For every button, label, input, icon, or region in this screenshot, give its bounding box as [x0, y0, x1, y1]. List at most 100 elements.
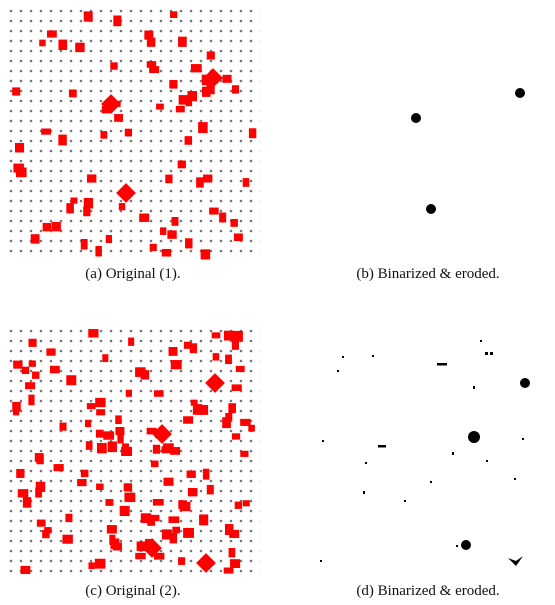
speck	[456, 545, 458, 547]
red-blob	[185, 238, 192, 248]
red-blob	[88, 562, 94, 569]
red-blob	[88, 329, 98, 337]
blob	[468, 431, 480, 443]
red-blob	[170, 533, 177, 544]
red-blob	[199, 514, 208, 525]
caption: (b) Binarized & eroded.	[298, 266, 555, 283]
speck	[372, 355, 374, 357]
red-blob	[169, 80, 177, 89]
red-blob	[41, 128, 51, 134]
red-blob	[29, 360, 36, 366]
red-blob	[179, 95, 189, 105]
red-blob	[66, 203, 74, 213]
red-blob	[168, 516, 179, 523]
red-blob	[120, 506, 130, 516]
red-blob	[87, 403, 96, 409]
red-blob	[102, 354, 108, 362]
red-blob	[44, 527, 51, 533]
red-blob	[203, 469, 210, 480]
red-blob	[229, 530, 239, 538]
speck	[437, 363, 447, 366]
red-blob	[202, 87, 211, 97]
red-blob	[87, 174, 96, 182]
red-blob	[31, 234, 40, 243]
red-blob	[169, 347, 178, 356]
red-blob	[229, 548, 236, 557]
red-blob	[207, 51, 215, 59]
speck	[452, 452, 454, 455]
blob	[508, 556, 523, 566]
red-blob	[153, 445, 160, 454]
red-blob	[139, 214, 149, 222]
red-blob	[249, 128, 256, 138]
red-blob	[178, 160, 186, 168]
red-blob	[236, 366, 245, 372]
red-blob	[243, 500, 250, 506]
red-blob	[62, 535, 72, 544]
red-blob	[128, 338, 134, 346]
red-blob	[105, 499, 113, 506]
speck	[514, 478, 516, 480]
red-blob	[103, 431, 114, 439]
red-blob	[58, 40, 67, 50]
red-blob	[213, 353, 220, 360]
red-blob	[37, 520, 46, 527]
red-blob	[219, 213, 226, 223]
speck	[404, 500, 406, 502]
red-blob	[23, 497, 31, 508]
red-blob	[141, 513, 151, 523]
red-blob	[187, 471, 196, 478]
red-blob	[212, 332, 221, 338]
caption: (c) Original (2).	[3, 583, 263, 600]
red-blob	[224, 331, 233, 341]
red-blob	[115, 415, 121, 424]
red-blob	[198, 122, 208, 133]
red-blob	[180, 502, 191, 511]
red-blob	[172, 527, 180, 534]
red-blob	[20, 566, 30, 574]
red-blob	[13, 405, 19, 415]
red-blob	[54, 464, 64, 471]
red-blob	[108, 441, 117, 452]
red-blob	[77, 479, 87, 486]
red-blob	[39, 40, 45, 47]
red-blob	[147, 61, 156, 68]
red-blob	[232, 433, 240, 439]
red-blob	[121, 447, 132, 456]
red-blob	[84, 11, 93, 21]
red-blob	[150, 244, 157, 251]
red-blob	[209, 208, 219, 215]
red-blob	[15, 143, 24, 152]
red-blob	[51, 222, 60, 231]
red-blob	[162, 249, 171, 257]
red-blob	[185, 136, 192, 145]
red-blob	[224, 567, 234, 573]
red-blob	[167, 230, 176, 238]
red-blob	[240, 419, 250, 426]
red-blob	[232, 384, 242, 391]
red-blob	[59, 423, 66, 431]
red-blob	[183, 416, 193, 423]
red-blob	[113, 15, 121, 26]
red-blob	[47, 30, 57, 37]
red-blob	[25, 382, 35, 389]
red-blob	[96, 409, 105, 415]
red-blob	[125, 129, 132, 137]
blob	[461, 540, 471, 550]
red-blob	[28, 395, 34, 406]
red-blob	[58, 135, 66, 146]
red-blob	[222, 75, 231, 83]
red-blob	[95, 246, 101, 256]
speck	[365, 462, 367, 464]
red-blob	[230, 559, 240, 568]
red-blob	[75, 43, 84, 52]
red-blob	[71, 197, 78, 203]
red-blob	[96, 430, 104, 438]
red-blob	[240, 451, 248, 457]
red-blob	[29, 339, 37, 347]
blob	[520, 378, 530, 388]
eroded-blobs-d	[320, 340, 530, 566]
red-blob	[196, 177, 204, 187]
speck	[486, 460, 488, 462]
red-blob	[84, 198, 93, 208]
